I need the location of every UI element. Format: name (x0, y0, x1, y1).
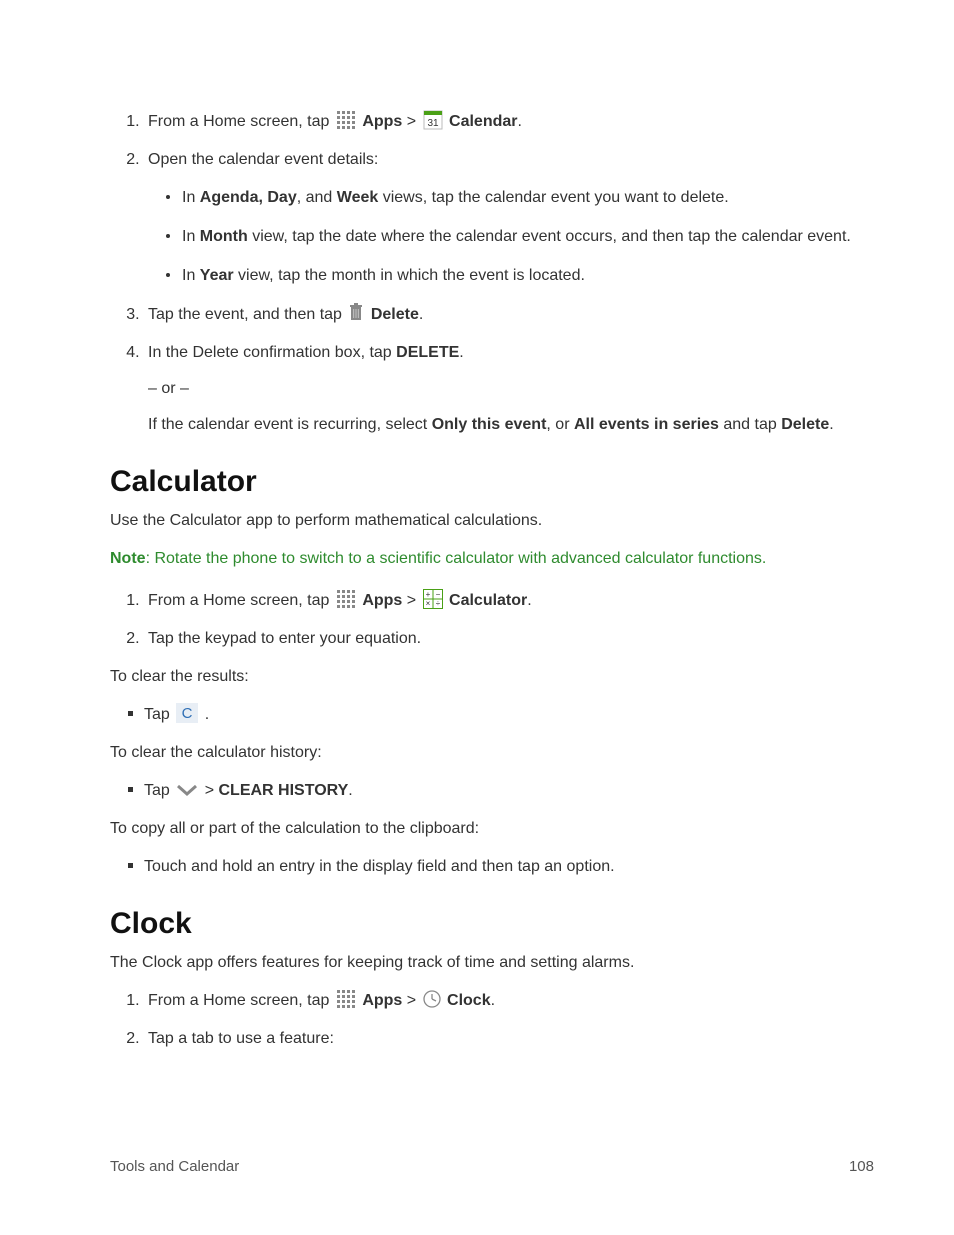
t: From a Home screen, tap (148, 592, 329, 609)
clear-history-list: Tap > CLEAR HISTORY. (110, 779, 874, 803)
sep: > (205, 782, 219, 799)
b: Week (337, 189, 379, 206)
t: Tap the event, and then tap (148, 306, 346, 323)
clock-steps: From a Home screen, tap Apps > (110, 989, 874, 1051)
period: . (491, 992, 495, 1009)
svg-text:31: 31 (427, 118, 439, 129)
svg-text:C: C (182, 705, 193, 722)
svg-text:+: + (425, 590, 430, 599)
calc-step-2: Tap the keypad to enter your equation. (144, 627, 874, 651)
t: . (459, 344, 463, 361)
step-1: From a Home screen, tap Apps > 3 (144, 110, 874, 134)
calculator-steps: From a Home screen, tap Apps > (110, 589, 874, 651)
clear-history-label: To clear the calculator history: (110, 741, 874, 765)
clear-results-label: To clear the results: (110, 665, 874, 689)
step-4-alt: If the calendar event is recurring, sele… (148, 413, 874, 437)
apps-grid-icon (336, 989, 356, 1017)
apps-grid-icon (336, 110, 356, 138)
b: Only this event (432, 416, 547, 433)
b: Delete (781, 416, 829, 433)
note-label: Note (110, 550, 146, 567)
or-separator: – or – (148, 377, 874, 401)
apps-grid-icon (336, 589, 356, 617)
calendar-icon: 31 (423, 110, 443, 138)
svg-text:×: × (425, 599, 430, 608)
clock-intro: The Clock app offers features for keepin… (110, 951, 874, 975)
calculator-note: Note: Rotate the phone to switch to a sc… (110, 547, 874, 571)
clock-step-1: From a Home screen, tap Apps > (144, 989, 874, 1013)
svg-text:−: − (435, 590, 440, 599)
clear-history-item: Tap > CLEAR HISTORY. (130, 779, 874, 803)
note-body: : Rotate the phone to switch to a scient… (146, 550, 767, 567)
clock-step-2: Tap a tab to use a feature: (144, 1027, 874, 1051)
c-button-icon: C (176, 703, 198, 731)
apps-label: Apps (362, 592, 402, 609)
sep: > (407, 113, 421, 130)
b: Agenda, Day (200, 189, 297, 206)
t: view, tap the date where the calendar ev… (248, 228, 851, 245)
b: CLEAR HISTORY (219, 782, 349, 799)
svg-text:÷: ÷ (435, 599, 440, 608)
step-2c: In Year view, tap the month in which the… (168, 264, 874, 289)
step-2b: In Month view, tap the date where the ca… (168, 225, 874, 250)
t: view, tap the month in which the event i… (234, 267, 585, 284)
t: . (419, 306, 423, 323)
page-footer: Tools and Calendar 108 (110, 1158, 874, 1175)
period: . (205, 706, 209, 723)
step-3: Tap the event, and then tap Delete. (144, 303, 874, 327)
clear-results-list: Tap C . (110, 703, 874, 727)
t: In (182, 267, 200, 284)
b: Month (200, 228, 248, 245)
t: Tap (144, 782, 174, 799)
calendar-delete-steps: From a Home screen, tap Apps > 3 (110, 110, 874, 365)
b: DELETE (396, 344, 459, 361)
trash-icon (348, 303, 364, 329)
step-2-text: Open the calendar event details: (148, 151, 378, 168)
calendar-label: Calendar (449, 113, 517, 130)
calculator-heading: Calculator (110, 465, 874, 499)
t: If the calendar event is recurring, sele… (148, 416, 432, 433)
clock-label: Clock (447, 992, 491, 1009)
b: Delete (371, 306, 419, 323)
calc-label: Calculator (449, 592, 527, 609)
t: . (829, 416, 833, 433)
clear-results-item: Tap C . (130, 703, 874, 727)
step-1-prefix: From a Home screen, tap (148, 113, 329, 130)
t: In (182, 189, 200, 206)
t: , or (546, 416, 574, 433)
footer-section: Tools and Calendar (110, 1158, 239, 1175)
t: From a Home screen, tap (148, 992, 329, 1009)
b: All events in series (574, 416, 719, 433)
t: and tap (719, 416, 781, 433)
copy-item: Touch and hold an entry in the display f… (130, 855, 874, 879)
sep: > (407, 992, 421, 1009)
b: Year (200, 267, 234, 284)
clock-icon (423, 990, 441, 1016)
t: views, tap the calendar event you want t… (378, 189, 728, 206)
step-4: In the Delete confirmation box, tap DELE… (144, 341, 874, 365)
step-2: Open the calendar event details: In Agen… (144, 148, 874, 288)
period: . (517, 113, 521, 130)
footer-page-number: 108 (849, 1158, 874, 1175)
sep: > (407, 592, 421, 609)
t: . (348, 782, 352, 799)
period: . (527, 592, 531, 609)
t: In (182, 228, 200, 245)
copy-list: Touch and hold an entry in the display f… (110, 855, 874, 879)
step-2a: In Agenda, Day, and Week views, tap the … (168, 186, 874, 211)
calc-step-1: From a Home screen, tap Apps > (144, 589, 874, 613)
step-2-sublist: In Agenda, Day, and Week views, tap the … (148, 186, 874, 288)
chevron-down-icon (176, 781, 198, 805)
t: In the Delete confirmation box, tap (148, 344, 396, 361)
apps-label: Apps (362, 113, 402, 130)
apps-label: Apps (362, 992, 402, 1009)
clock-heading: Clock (110, 907, 874, 941)
copy-label: To copy all or part of the calculation t… (110, 817, 874, 841)
t: Tap (144, 706, 174, 723)
calculator-intro: Use the Calculator app to perform mathem… (110, 509, 874, 533)
t: , and (297, 189, 337, 206)
calculator-icon: + − × ÷ (423, 589, 443, 617)
